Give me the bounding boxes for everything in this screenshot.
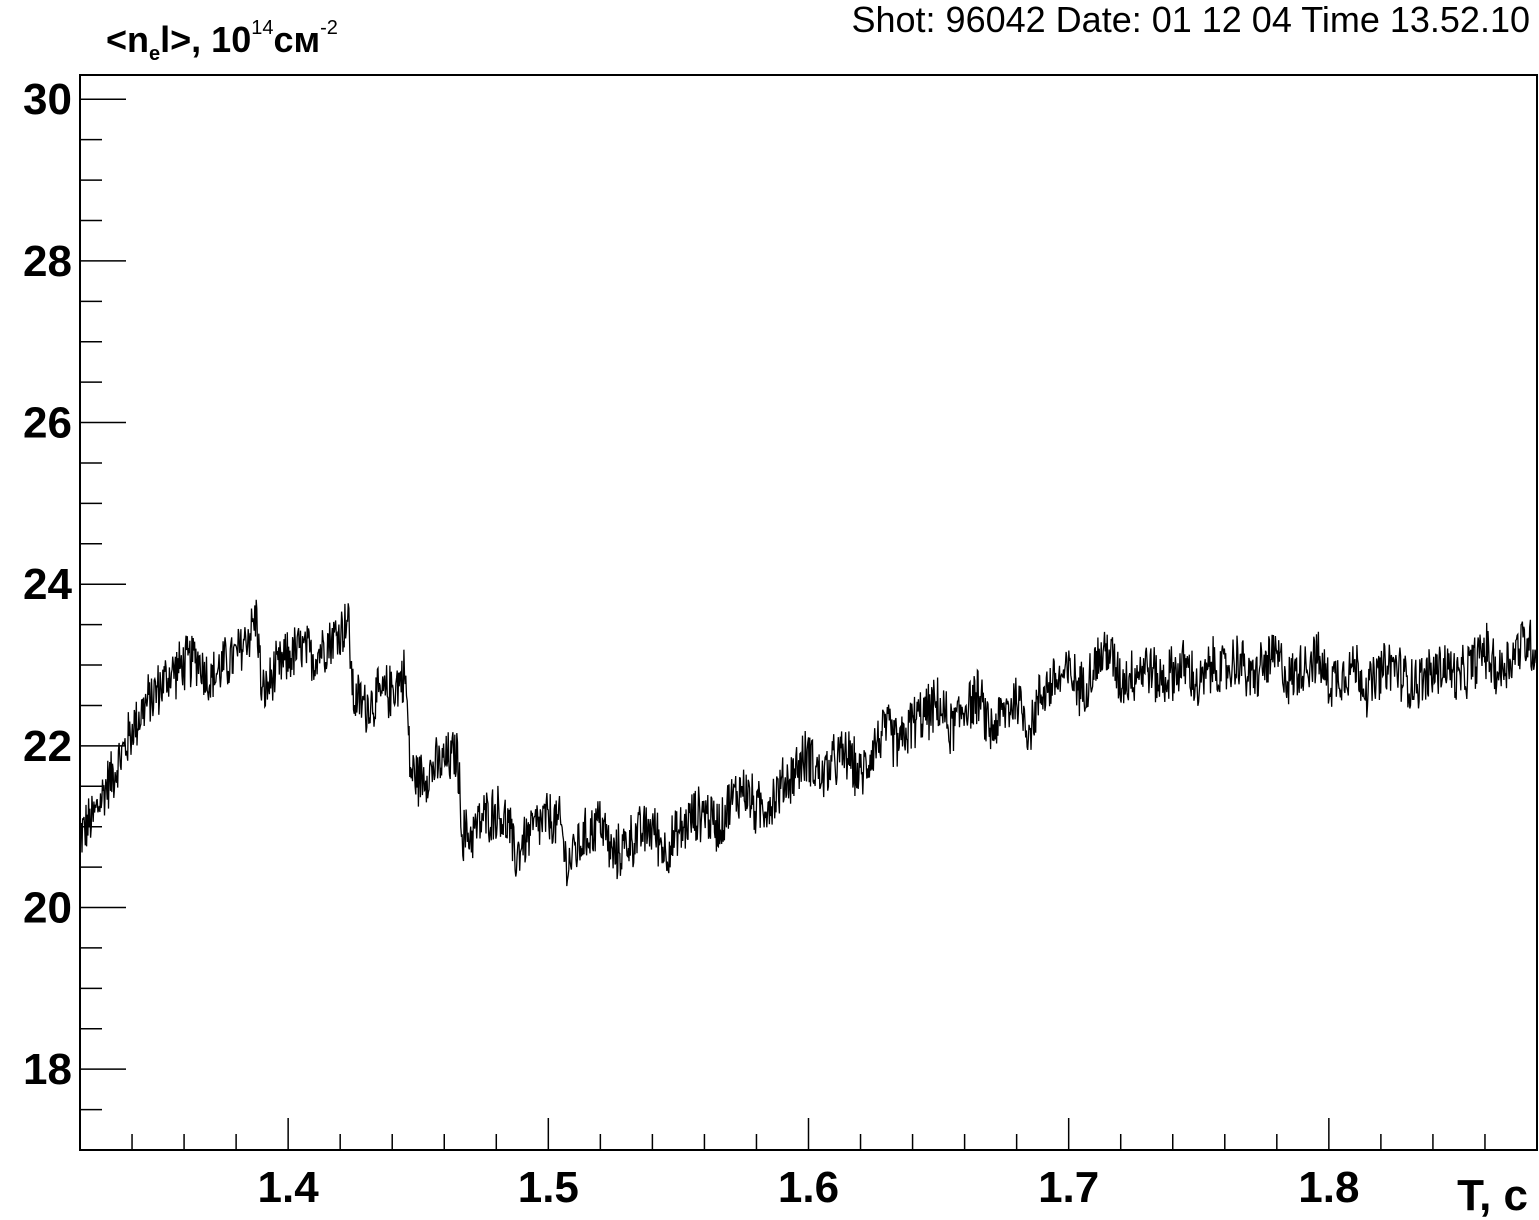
y-tick-label: 18 [23, 1045, 72, 1094]
x-tick-label: 1.4 [258, 1163, 320, 1212]
axis-tick-labels: 18 20 22 24 26 28 30 1.4 1.5 1.6 1.7 1.8 [23, 75, 1359, 1212]
x-tick-label: 1.5 [518, 1163, 579, 1212]
ylabel-mid: l>, 10 [160, 19, 251, 60]
shot-info: Shot: 96042 Date: 01 12 04 Time 13.52.10 [852, 0, 1531, 40]
y-tick-label: 22 [23, 722, 72, 771]
ylabel-sup1: 14 [251, 17, 273, 39]
ylabel-base: <n [106, 19, 149, 60]
x-tick-label: 1.8 [1298, 1163, 1359, 1212]
y-tick-label: 24 [23, 560, 72, 609]
ylabel-sup2: -2 [320, 17, 338, 39]
y-tick-label: 20 [23, 884, 72, 933]
ylabel-sub: e [149, 43, 160, 65]
x-tick-label: 1.6 [778, 1163, 839, 1212]
y-tick-label: 30 [23, 75, 72, 124]
ylabel-unit: см [273, 19, 320, 60]
y-tick-label: 26 [23, 399, 72, 448]
y-tick-label: 28 [23, 237, 72, 286]
y-axis-title: <nel>, 1014см-2 [106, 17, 338, 65]
axis-ticks [79, 98, 1538, 1151]
plot-frame [79, 74, 1538, 1151]
x-tick-label: 1.7 [1038, 1163, 1099, 1212]
x-axis-title: T, c [1457, 1171, 1528, 1220]
density-series-line [79, 599, 1538, 887]
